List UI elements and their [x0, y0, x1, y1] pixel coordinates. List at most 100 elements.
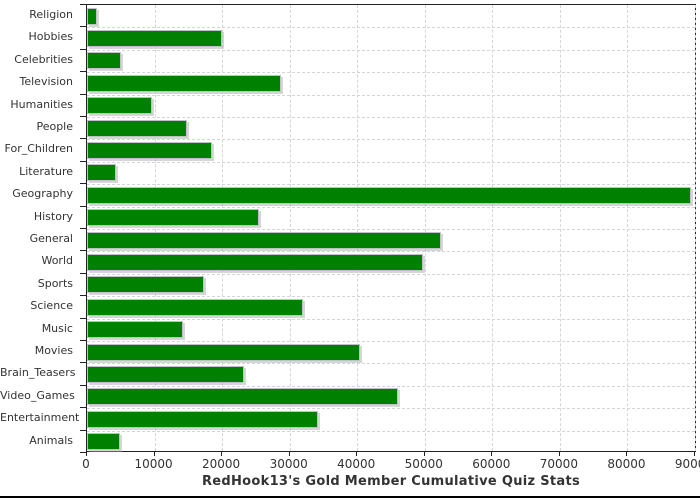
gridline-horizontal	[87, 72, 695, 74]
gridline-vertical	[695, 5, 696, 451]
gridline-horizontal	[87, 49, 695, 51]
category-label: Animals	[29, 433, 73, 447]
gridline-vertical	[289, 5, 291, 451]
bar-religion	[87, 7, 98, 25]
bar-sports	[87, 276, 204, 294]
gridline-horizontal	[87, 27, 695, 29]
value-tick-mark	[221, 452, 223, 456]
bar-video_games	[87, 388, 398, 406]
value-tick-mark	[694, 452, 695, 456]
category-label: Hobbies	[28, 30, 73, 44]
category-label: World	[41, 254, 73, 268]
category-label: Humanities	[10, 97, 73, 111]
category-label: Entertainment	[0, 411, 80, 425]
bar-history	[87, 209, 259, 227]
category-label: Video_Games	[0, 388, 75, 402]
category-tick-mark	[80, 362, 86, 364]
bar-movies	[87, 343, 360, 361]
gridline-vertical	[559, 5, 561, 451]
value-tick-mark	[626, 452, 628, 456]
gridline-horizontal	[87, 363, 695, 365]
gridline-horizontal	[87, 161, 695, 163]
category-label: For_Children	[4, 142, 73, 156]
gridline-horizontal	[87, 206, 695, 208]
bottom-divider	[0, 496, 700, 498]
category-label: Geography	[12, 187, 73, 201]
value-tick-label: 20000	[202, 457, 241, 471]
value-tick-label: 60000	[472, 457, 511, 471]
category-tick-mark	[80, 205, 86, 207]
gridline-horizontal	[87, 318, 695, 320]
category-tick-mark	[80, 116, 86, 117]
gridline-vertical	[154, 5, 156, 451]
category-label: People	[36, 120, 73, 133]
bar-entertainment	[87, 410, 319, 428]
gridline-vertical	[627, 5, 629, 451]
category-tick-mark	[80, 295, 86, 297]
category-tick-mark	[80, 26, 86, 28]
category-tick-mark	[80, 183, 86, 185]
bar-for_children	[87, 141, 212, 159]
category-label: Television	[19, 75, 74, 89]
bar-brain_teasers	[87, 365, 244, 383]
gridline-vertical	[424, 5, 426, 451]
gridline-vertical	[357, 5, 359, 451]
gridline-horizontal	[87, 408, 695, 410]
category-label: Brain_Teasers	[0, 366, 76, 380]
category-label: Religion	[29, 8, 73, 21]
category-label: Music	[41, 321, 73, 335]
plot-area	[86, 4, 696, 452]
category-tick-mark	[80, 429, 86, 431]
gridline-horizontal	[87, 430, 695, 432]
value-tick-mark	[356, 452, 358, 456]
category-label: Sports	[37, 276, 73, 290]
bar-television	[87, 74, 281, 92]
bar-music	[87, 321, 183, 339]
bar-animals	[87, 433, 121, 451]
gridline-horizontal	[87, 117, 695, 118]
bar-geography	[87, 186, 691, 204]
category-label: Literature	[19, 164, 73, 178]
category-tick-mark	[80, 93, 86, 95]
value-tick-label: 90000	[674, 457, 700, 471]
category-tick-mark	[80, 340, 86, 341]
value-tick-label: 80000	[607, 457, 646, 471]
bar-hobbies	[87, 29, 223, 47]
category-tick-mark	[80, 228, 86, 229]
bar-general	[87, 231, 441, 249]
category-tick-mark	[80, 407, 86, 409]
category-tick-mark	[80, 384, 86, 386]
value-tick-mark	[153, 452, 155, 456]
bar-humanities	[87, 97, 152, 115]
category-tick-mark	[80, 4, 86, 5]
chart-title: RedHook13's Gold Member Cumulative Quiz …	[201, 474, 581, 489]
category-label: Science	[30, 299, 73, 313]
category-label: History	[33, 209, 73, 223]
gridline-horizontal	[87, 385, 695, 387]
value-tick-mark	[491, 452, 493, 456]
category-tick-mark	[80, 48, 86, 50]
category-label: Celebrities	[14, 52, 73, 66]
gridline-horizontal	[87, 296, 695, 298]
value-tick-label: 10000	[134, 457, 173, 471]
gridline-horizontal	[87, 94, 695, 96]
value-tick-label: 70000	[539, 457, 578, 471]
value-tick-mark	[558, 452, 560, 456]
gridline-vertical	[222, 5, 224, 451]
gridline-vertical	[492, 5, 494, 451]
bar-world	[87, 253, 423, 271]
value-tick-label: 0	[82, 457, 90, 471]
bar-science	[87, 298, 303, 316]
gridline-horizontal	[87, 251, 695, 253]
value-tick-mark	[423, 452, 425, 456]
category-tick-mark	[80, 138, 86, 140]
bar-celebrities	[87, 52, 121, 70]
category-tick-mark	[80, 71, 86, 73]
category-tick-mark	[80, 160, 86, 162]
category-label: Movies	[34, 344, 73, 357]
category-tick-mark	[80, 317, 86, 319]
gridline-horizontal	[87, 273, 695, 275]
bar-people	[87, 119, 187, 137]
category-tick-mark	[80, 452, 86, 453]
